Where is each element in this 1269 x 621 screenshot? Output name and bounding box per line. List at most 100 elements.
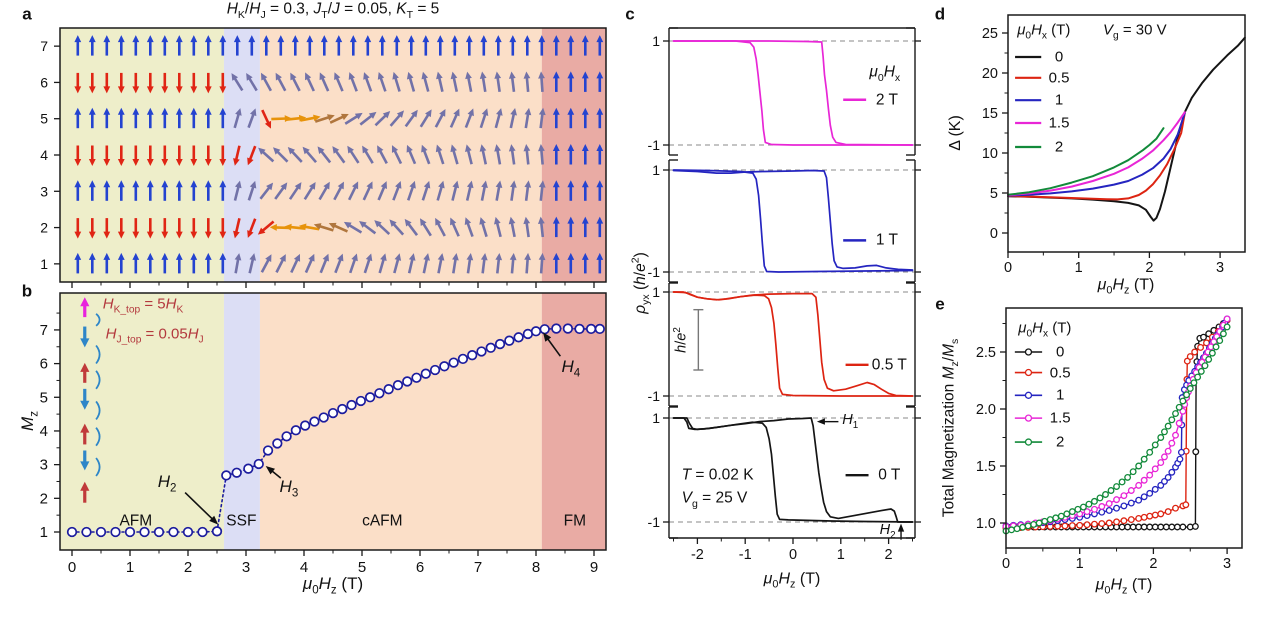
phase-label-afm: AFM	[119, 512, 153, 530]
spin-arrow	[88, 72, 96, 94]
spin-arrow	[362, 181, 373, 201]
spin-arrow	[389, 219, 405, 236]
svg-text:0: 0	[1004, 260, 1012, 276]
spin-arrow	[567, 180, 575, 201]
svg-text:0: 0	[1002, 556, 1010, 572]
spin-arrow	[103, 72, 111, 94]
spin-arrow	[422, 253, 430, 274]
spin-arrow	[231, 73, 244, 92]
spin-arrow	[552, 107, 560, 129]
spin-arrow	[422, 35, 430, 56]
spin-arrow	[495, 180, 503, 201]
spin-arrow	[175, 107, 183, 129]
spin-arrow	[596, 107, 604, 129]
panel-b-legend-hjtop: HJ_top = 0.05HJ	[105, 325, 204, 346]
spin-arrow	[88, 145, 96, 166]
panel-d-legend-2: 2	[1054, 138, 1064, 156]
panel-d-legend-1.5: 1.5	[1048, 114, 1070, 132]
spin-arrow	[161, 145, 169, 166]
panel-c-legend-0.5T: 0.5 T	[871, 356, 907, 374]
panel-c-legend-0T: 0 T	[878, 466, 901, 484]
svg-text:9: 9	[590, 559, 598, 576]
spin-arrow	[204, 218, 212, 239]
spin-arrow	[377, 145, 388, 164]
spin-arrow	[494, 35, 502, 56]
spin-arrow	[359, 111, 377, 126]
phase-label-cafm: cAFM	[362, 512, 403, 530]
panel-e-letter: e	[935, 294, 945, 314]
spin-arrow	[259, 182, 274, 200]
spin-arrow	[233, 108, 242, 129]
spin-arrow	[362, 145, 374, 164]
svg-text:2.5: 2.5	[976, 345, 996, 361]
spin-arrow	[567, 107, 575, 129]
spin-arrow	[219, 35, 227, 56]
svg-text:7: 7	[474, 559, 482, 576]
spin-arrow	[161, 218, 169, 239]
spin-arrow	[132, 35, 140, 56]
spin-arrow	[190, 180, 198, 201]
spin-arrow	[538, 180, 546, 201]
panel-d-gate-voltage: Vg = 30 V	[1103, 21, 1167, 42]
spin-arrow	[306, 35, 314, 56]
spin-arrow	[567, 216, 575, 238]
svg-text:8: 8	[532, 559, 540, 576]
spin-arrow	[377, 181, 387, 201]
spin-arrow	[581, 107, 589, 129]
spin-arrow	[596, 35, 604, 56]
panel-b-xlabel: μ0Hz (T)	[302, 574, 364, 597]
spin-arrow	[262, 35, 270, 56]
spin-arrow	[248, 35, 256, 56]
spin-arrow	[234, 253, 242, 274]
svg-text:1: 1	[40, 524, 48, 541]
spin-arrow	[508, 144, 516, 165]
spin-arrow	[334, 253, 344, 274]
svg-text:4: 4	[40, 147, 48, 163]
spin-arrow	[246, 72, 258, 92]
svg-text:0: 0	[68, 559, 76, 576]
spin-arrow	[509, 35, 517, 56]
spin-arrow	[132, 252, 140, 274]
spin-arrow	[132, 107, 140, 129]
panel-c-hysteresis: 1 -1 1 -1 1 -1 1 -1 -2 -1 0 1 2	[648, 27, 921, 563]
panel-d-xlabel: μ0Hz (T)	[1097, 276, 1155, 297]
panel-c-legend-2T: 2 T	[875, 91, 898, 108]
spin-arrow	[103, 35, 111, 56]
panel-c-temperature: T = 0.02 K	[681, 466, 754, 484]
spin-arrow	[450, 144, 459, 165]
panel-e-legend-0: 0	[1056, 343, 1065, 361]
svg-text:2: 2	[885, 547, 893, 563]
spin-arrow	[581, 216, 589, 238]
svg-text:-2: -2	[691, 547, 704, 563]
spin-arrow	[419, 218, 432, 237]
svg-text:15: 15	[982, 106, 998, 122]
spin-arrow	[88, 35, 96, 56]
spin-arrow	[508, 71, 516, 92]
spin-arrow	[567, 71, 575, 92]
panel-b-mz-chart: 1 2 3 4 5 6 7 0 1 2 3 4 5 6 7 8 9	[40, 292, 607, 576]
panel-d-legend-1: 1	[1054, 91, 1064, 109]
spin-arrow	[377, 71, 387, 92]
svg-text:1: 1	[652, 33, 660, 49]
spin-arrow	[74, 107, 82, 129]
spin-arrow	[328, 222, 349, 233]
spin-arrow	[348, 72, 358, 92]
spin-arrow	[204, 180, 212, 201]
panel-d-legend-0: 0	[1054, 48, 1064, 66]
spin-arrow	[421, 71, 430, 92]
spin-arrow	[74, 218, 82, 239]
panel-c-scalebar-label: h/e2	[671, 326, 690, 353]
spin-arrow	[524, 180, 532, 201]
spin-arrow	[374, 111, 391, 127]
panel-c-annotation-h2: H2	[879, 522, 896, 542]
spin-arrow	[261, 109, 272, 129]
spin-arrow	[393, 253, 402, 274]
panel-b-annotation-h2: H2	[157, 472, 177, 495]
spin-arrow	[74, 72, 82, 94]
panel-c-annotation-h1: H1	[842, 411, 859, 431]
spin-arrow	[103, 180, 111, 201]
spin-arrow	[407, 253, 416, 274]
spin-arrow	[465, 35, 473, 56]
